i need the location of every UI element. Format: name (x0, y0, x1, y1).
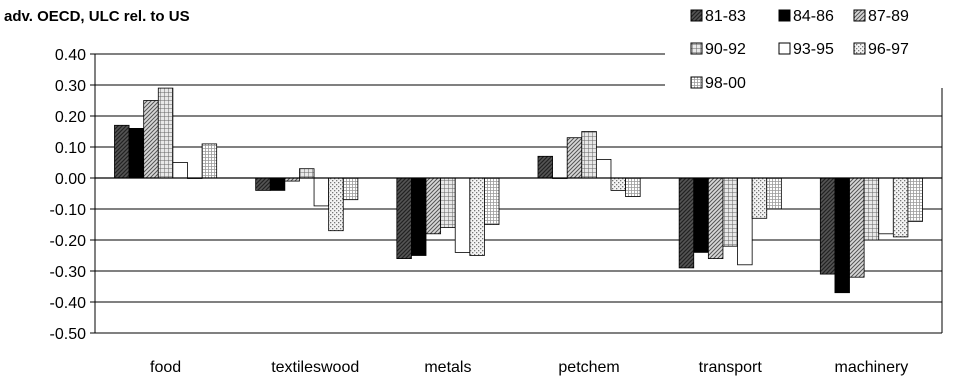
legend: 81-83 84-86 87-89 90-92 93-95 96-97 98-00 (665, 0, 955, 92)
legend-label-96-97: 96-97 (868, 41, 909, 58)
bar-81-83 (396, 177, 412, 259)
bar-96-97 (469, 177, 485, 256)
axes (94, 54, 943, 333)
y-tick-label: 0.20 (55, 109, 86, 126)
bar-81-83 (114, 124, 130, 179)
y-tick-label: -0.10 (50, 202, 87, 219)
bar-81-83 (537, 155, 553, 179)
legend-swatch-84-86 (778, 9, 791, 22)
legend-label-84-86: 84-86 (793, 8, 834, 25)
bar-87-89 (143, 100, 159, 179)
legend-label-98-00: 98-00 (705, 75, 746, 92)
bar-84-86 (128, 127, 145, 179)
y-tick-label: 0.00 (55, 171, 86, 188)
bar-87-89 (849, 177, 865, 278)
bar-84-86 (411, 177, 427, 256)
bar-93-95 (595, 158, 612, 179)
y-tick-label: 0.10 (55, 140, 86, 157)
x-axis-categories: food textileswood metals petchem transport ma… (150, 359, 908, 376)
x-category-label: textileswood (271, 359, 359, 376)
bar-84-86 (693, 177, 709, 253)
y-tick-label: -0.40 (50, 295, 87, 312)
bar-98-00 (625, 177, 641, 198)
bar-93-95 (454, 177, 471, 253)
bar-87-89 (707, 177, 724, 259)
bar-96-97 (892, 177, 909, 238)
bar-96-97 (751, 177, 768, 219)
bar-98-00 (484, 177, 500, 225)
bar-84-86 (834, 177, 850, 294)
bar-90-92 (440, 177, 456, 228)
legend-swatch-96-97 (853, 42, 866, 55)
legend-swatch-98-00 (690, 76, 703, 89)
bar-90-92 (299, 168, 315, 179)
gridlines (95, 53, 942, 334)
y-tick-label: -0.50 (50, 326, 87, 343)
legend-label-87-89: 87-89 (868, 8, 909, 25)
bar-81-83 (819, 177, 836, 275)
bar-90-92 (722, 177, 738, 247)
y-axis-ticks: 0.40 0.30 0.20 0.10 0.00 -0.10 -0.20 -0.30 -0.40… (50, 47, 95, 343)
bar-96-97 (610, 177, 626, 191)
legend-label-90-92: 90-92 (705, 41, 746, 58)
bars (114, 87, 923, 294)
x-category-label: machinery (835, 359, 909, 376)
y-tick-label: -0.30 (50, 264, 87, 281)
bar-87-89 (425, 177, 442, 235)
legend-swatch-93-95 (778, 42, 791, 55)
legend-label-81-83: 81-83 (705, 8, 746, 25)
bar-93-95 (313, 177, 330, 207)
bar-81-83 (255, 177, 271, 191)
x-category-label: food (150, 359, 181, 376)
legend-swatch-90-92 (690, 42, 703, 55)
legend-label-93-95: 93-95 (793, 41, 834, 58)
bar-96-97 (328, 177, 344, 232)
chart-title: adv. OECD, ULC rel. to US (4, 8, 190, 25)
bar-90-92 (863, 177, 880, 241)
bar-98-00 (342, 177, 359, 201)
bar-90-92 (157, 87, 174, 179)
y-tick-label: 0.30 (55, 78, 86, 95)
x-category-label: transport (699, 359, 763, 376)
bar-90-92 (581, 131, 597, 179)
bar-93-95 (878, 177, 894, 235)
y-tick-label: -0.20 (50, 233, 87, 250)
legend-swatch-87-89 (853, 9, 866, 22)
bar-98-00 (907, 177, 923, 222)
bar-81-83 (678, 177, 695, 269)
bar-93-95 (737, 177, 753, 266)
y-tick-label: 0.40 (55, 47, 86, 64)
bar-93-95 (172, 162, 188, 179)
bar-98-00 (766, 177, 782, 210)
legend-background (665, 0, 955, 88)
legend-swatch-81-83 (690, 9, 703, 22)
x-category-label: metals (424, 359, 471, 376)
x-category-label: petchem (558, 359, 619, 376)
bar-84-86 (269, 177, 286, 191)
bar-87-89 (566, 137, 583, 179)
bar-98-00 (201, 143, 218, 179)
